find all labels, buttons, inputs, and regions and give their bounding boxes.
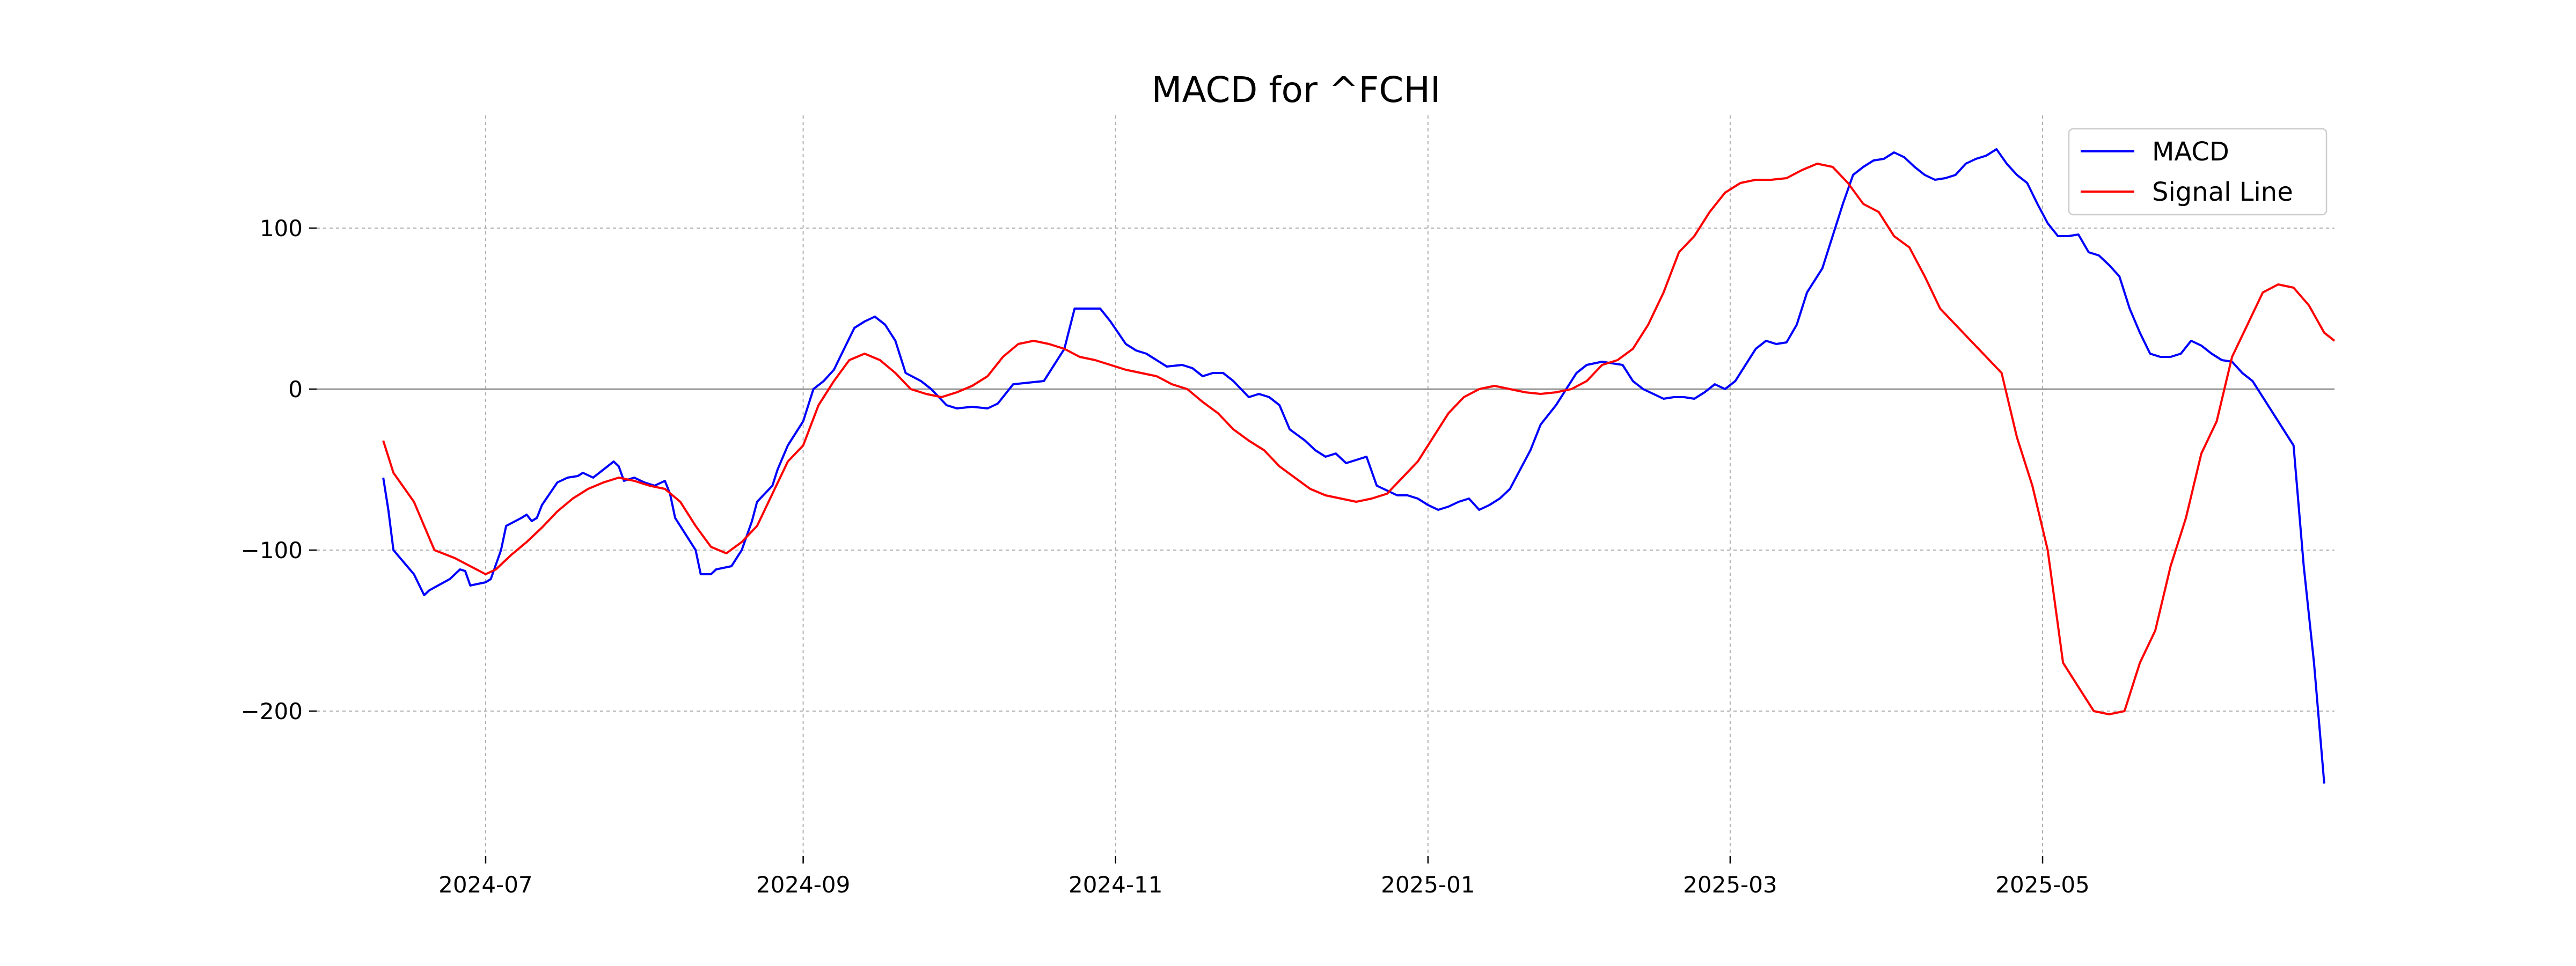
legend-label: MACD — [2152, 137, 2229, 167]
legend-label: Signal Line — [2152, 177, 2293, 207]
legend: MACD Signal Line — [2068, 128, 2328, 216]
x-tick-label: 2024-11 — [1069, 872, 1163, 898]
x-tick-label: 2024-07 — [438, 872, 533, 898]
chart-title: MACD for ^FCHI — [1152, 69, 1441, 111]
series-line-signal-line — [382, 163, 2336, 715]
x-tick-label: 2025-03 — [1683, 872, 1777, 898]
series-line-macd — [382, 148, 2325, 784]
tick-layer: 2024-07 2024-09 2024-11 2025-01 2025-03 2025-… — [241, 215, 2090, 898]
series-layer — [382, 148, 2336, 784]
y-tick-label: 0 — [288, 376, 303, 402]
y-tick-label: −200 — [241, 698, 303, 724]
y-tick-label: −100 — [241, 537, 303, 564]
x-tick-label: 2025-01 — [1381, 872, 1475, 898]
x-tick-label: 2025-05 — [1995, 872, 2090, 898]
y-tick-label: 100 — [260, 215, 303, 241]
grid-layer — [317, 115, 2334, 856]
x-tick-label: 2024-09 — [756, 872, 851, 898]
